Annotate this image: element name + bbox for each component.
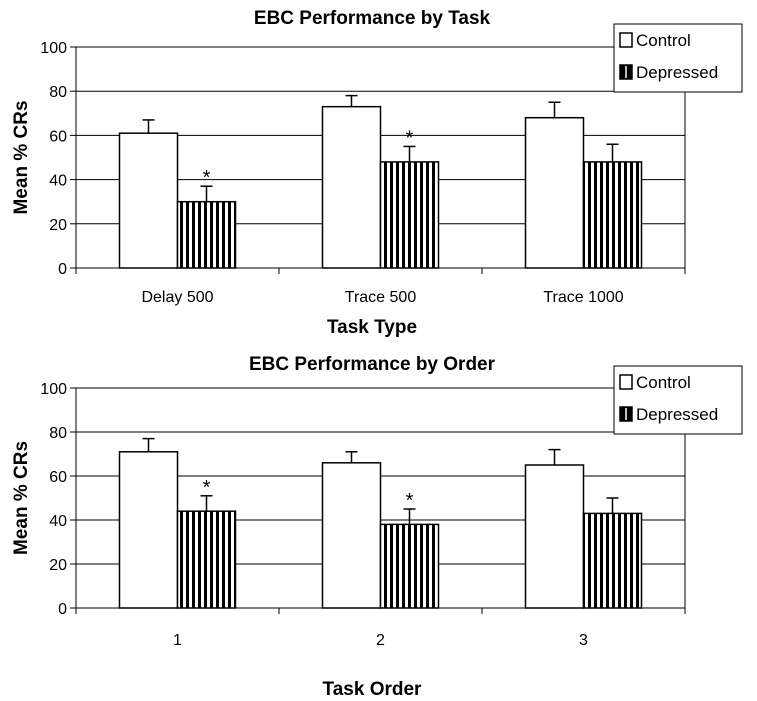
bar-control bbox=[118, 132, 179, 269]
x-tick-label: Trace 1000 bbox=[543, 289, 623, 306]
legend: Control Depressed bbox=[613, 365, 743, 435]
bar-control bbox=[321, 462, 382, 609]
bar-depressed bbox=[582, 161, 643, 269]
x-axis-label: Task Type bbox=[327, 317, 417, 338]
chart-title: EBC Performance by Task bbox=[254, 8, 491, 29]
bar-depressed bbox=[176, 510, 237, 609]
bar-depressed bbox=[379, 523, 440, 609]
x-axis-label: Task Order bbox=[323, 679, 423, 700]
bar-depressed bbox=[379, 161, 440, 269]
bar-depressed bbox=[582, 512, 643, 609]
y-tick-label: 100 bbox=[40, 381, 67, 398]
y-tick-label: 60 bbox=[49, 128, 67, 145]
chart-2: EBC Performance by Order 0 20 40 60 80 100 1 2 3 T… bbox=[11, 354, 743, 700]
bar-control bbox=[524, 464, 585, 609]
legend-swatch bbox=[619, 374, 633, 390]
legend: Control Depressed bbox=[613, 23, 743, 93]
y-tick-label: 0 bbox=[58, 261, 67, 278]
x-tick-label: 2 bbox=[376, 632, 385, 649]
legend-box bbox=[613, 23, 743, 93]
y-tick-label: 40 bbox=[49, 513, 67, 530]
legend-box bbox=[613, 365, 743, 435]
y-tick-label: 100 bbox=[40, 40, 67, 57]
x-tick-label: 3 bbox=[579, 632, 588, 649]
legend-label: Control bbox=[636, 31, 691, 50]
y-axis-label: Mean % CRs bbox=[11, 441, 32, 555]
chart-title: EBC Performance by Order bbox=[249, 354, 496, 375]
bar-control bbox=[118, 451, 179, 609]
legend-swatch bbox=[619, 32, 633, 48]
significance-marker: * bbox=[406, 490, 414, 512]
y-tick-label: 80 bbox=[49, 84, 67, 101]
y-tick-label: 80 bbox=[49, 425, 67, 442]
y-tick-label: 0 bbox=[58, 601, 67, 618]
significance-marker: * bbox=[203, 167, 211, 189]
bar-control bbox=[524, 116, 585, 269]
x-tick-label: Delay 500 bbox=[141, 289, 213, 306]
legend-label: Control bbox=[636, 373, 691, 392]
y-axis-label: Mean % CRs bbox=[11, 100, 32, 214]
significance-marker: * bbox=[406, 127, 414, 149]
y-tick-label: 60 bbox=[49, 469, 67, 486]
y-tick-label: 20 bbox=[49, 557, 67, 574]
y-tick-label: 20 bbox=[49, 217, 67, 234]
bar-control bbox=[321, 105, 382, 269]
bar-depressed bbox=[176, 200, 237, 269]
x-tick-label: 1 bbox=[173, 632, 182, 649]
y-tick-label: 40 bbox=[49, 173, 67, 190]
significance-marker: * bbox=[203, 477, 211, 499]
chart-1: EBC Performance by Task 0 20 40 60 80 100 Delay… bbox=[11, 8, 743, 338]
legend-label: Depressed bbox=[636, 405, 718, 424]
x-tick-label: Trace 500 bbox=[345, 289, 417, 306]
legend-label: Depressed bbox=[636, 63, 718, 82]
